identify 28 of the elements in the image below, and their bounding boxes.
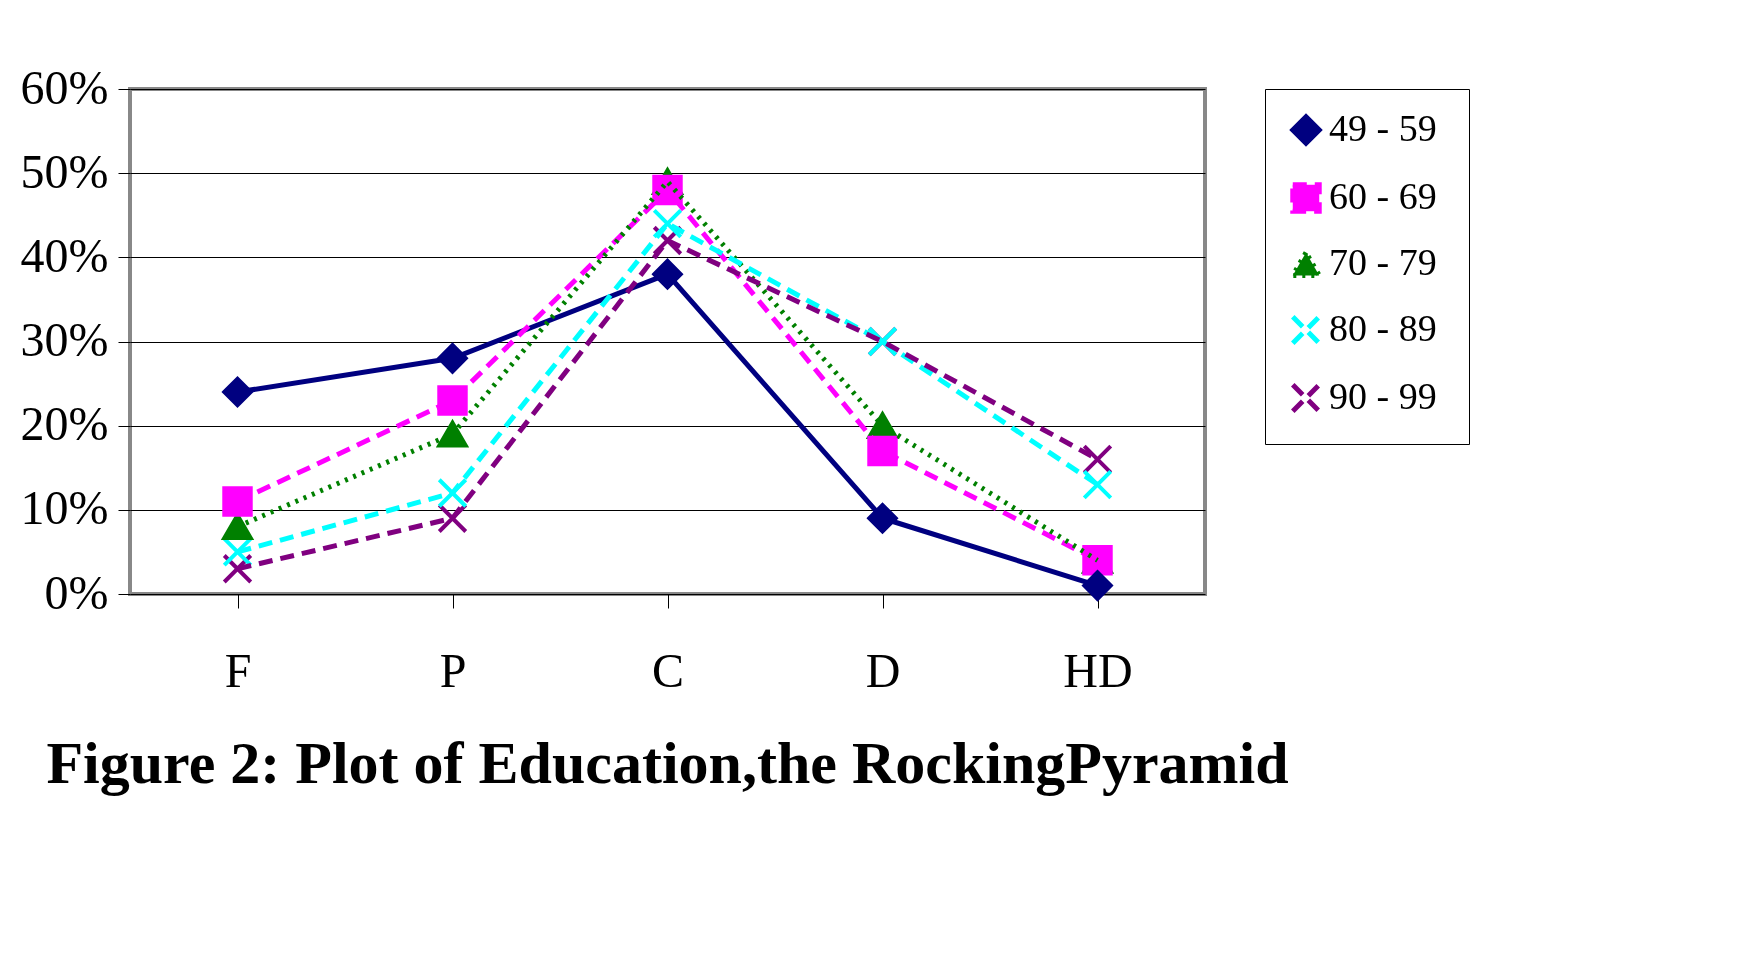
- y-tick-label: 20%: [20, 397, 109, 451]
- y-tick-label: 10%: [20, 481, 109, 535]
- text: Figure 2: Plot of Education,the RockingPyramid: [46, 730, 1289, 796]
- point: [222, 553, 253, 584]
- point: [652, 208, 683, 239]
- legend-label: 90 - 99: [1329, 375, 1437, 417]
- y-tick-label: 0%: [44, 565, 109, 619]
- x-tick-label: P: [439, 643, 467, 697]
- point: [1082, 469, 1113, 500]
- y-tick-label: 30%: [20, 313, 109, 366]
- legend-label: 49 - 59: [1329, 107, 1437, 149]
- y-tick-label: 40%: [20, 228, 109, 282]
- x-tick-label: D: [865, 643, 901, 697]
- point: [1082, 444, 1113, 475]
- legend-label: 60 - 69: [1329, 175, 1437, 217]
- point: [437, 477, 468, 509]
- point: [437, 503, 468, 534]
- point: [1082, 570, 1113, 601]
- legend-label: 80 - 89: [1329, 307, 1437, 349]
- point: [437, 385, 468, 416]
- point: [222, 486, 253, 517]
- y-tick-label: 60%: [20, 60, 109, 114]
- point: [436, 418, 469, 448]
- x-tick-label: HD: [1063, 643, 1133, 697]
- y-tick-label: 50%: [20, 144, 109, 198]
- x-tick-label: C: [651, 643, 685, 697]
- legend-label: 70 - 79: [1329, 241, 1437, 283]
- x-tick-label: F: [224, 643, 252, 697]
